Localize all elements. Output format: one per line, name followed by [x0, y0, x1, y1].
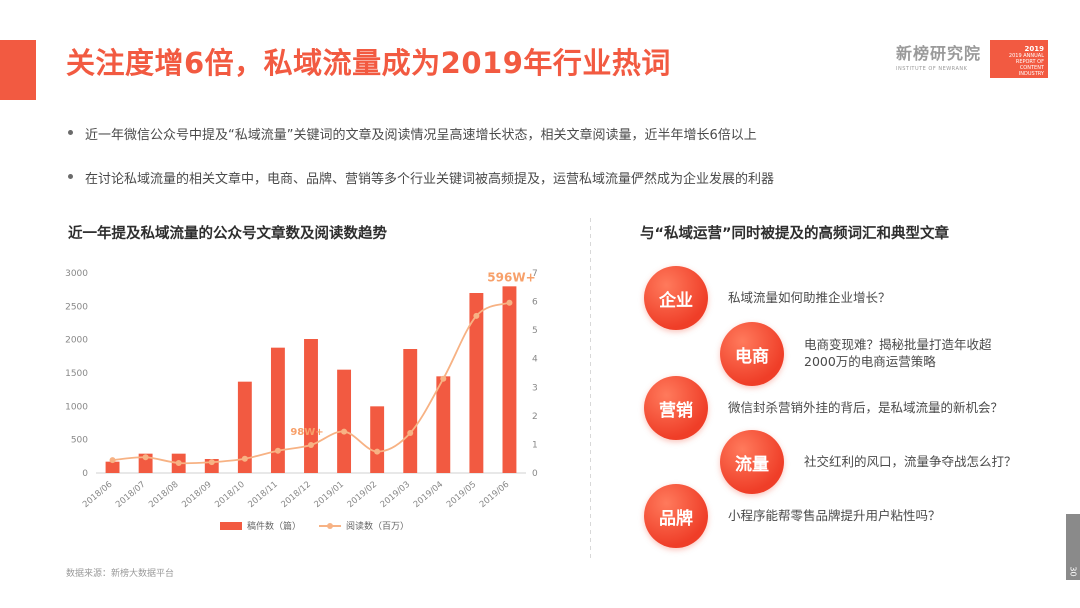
line-point — [506, 299, 513, 306]
keyword-circle-brand: 品牌 — [644, 484, 708, 548]
y-left-tick-label: 0 — [82, 469, 88, 479]
data-source: 数据来源：新榜大数据平台 — [66, 569, 175, 579]
x-tick-label: 2019/03 — [379, 480, 412, 510]
bar — [436, 376, 451, 473]
x-tick-label: 2018/06 — [81, 480, 114, 510]
keyword-circle-enterprise: 企业 — [644, 266, 708, 330]
keyword-article: 社交红利的风口，流量争夺战怎么打？ — [804, 454, 1017, 469]
y-left-tick-label: 2000 — [65, 336, 88, 346]
chart-legend: 稿件数（篇） 阅读数（百万） — [220, 519, 409, 532]
x-tick-label: 2019/01 — [313, 480, 346, 510]
bullet-dot-icon — [68, 130, 73, 135]
report-badge: 2019 2019 ANNUAL REPORT OF CONTENT INDUS… — [990, 40, 1048, 78]
keyword-article: 私域流量如何助推企业增长？ — [728, 290, 891, 305]
bullet-text: 在讨论私域流量的相关文章中，电商、品牌、营销等多个行业关键词被高频提及，运营私域… — [85, 172, 775, 187]
x-tick-label: 2019/02 — [346, 480, 379, 510]
bullet-dot-icon — [68, 174, 73, 179]
x-tick-label: 2018/11 — [246, 480, 279, 510]
keyword-article: 小程序能帮零售品牌提升用户粘性吗？ — [728, 508, 941, 523]
bullet-item: 近一年微信公众号中提及“私域流量”关键词的文章及阅读情况呈高速增长状态，相关文章… — [68, 124, 774, 168]
brand-name-en: INSTITUTE OF NEWRANK — [896, 66, 968, 72]
data-label: 98W+ — [290, 427, 323, 438]
x-tick-label: 2018/07 — [114, 480, 147, 510]
page-number: 30 — [1068, 566, 1078, 577]
legend-bar-label: 稿件数（篇） — [247, 522, 302, 532]
bar — [270, 347, 285, 473]
bullet-list: 近一年微信公众号中提及“私域流量”关键词的文章及阅读情况呈高速增长状态，相关文章… — [68, 124, 774, 212]
bar — [138, 453, 153, 473]
line-point — [374, 448, 381, 455]
y-left-tick-label: 1500 — [65, 369, 88, 379]
y-left-tick-label: 2500 — [65, 302, 88, 312]
bar — [304, 339, 318, 473]
keyword-article-line: 电商变现难？揭秘批量打造年收超 — [804, 337, 992, 352]
y-right-tick-label: 3 — [532, 383, 538, 393]
x-tick-label: 2019/06 — [478, 480, 511, 510]
section-divider — [590, 218, 591, 558]
legend-item-line: 阅读数（百万） — [319, 519, 409, 532]
y-right-tick-label: 2 — [532, 412, 538, 422]
legend-bar-swatch — [220, 521, 242, 530]
page-number-tab: 30 — [1066, 514, 1080, 580]
bar — [237, 381, 252, 473]
bar — [105, 461, 120, 473]
line-point — [473, 312, 480, 319]
bar — [469, 293, 484, 473]
bar — [403, 349, 418, 473]
keyword-article-line: 2000万的电商运营策略 — [804, 354, 936, 369]
y-left-tick-label: 1000 — [65, 402, 88, 412]
brand-name-cn: 新榜研究院 — [896, 44, 982, 63]
y-right-tick-label: 7 — [532, 269, 538, 279]
title-accent-bar — [0, 40, 36, 100]
bar — [337, 369, 352, 473]
chart-section-title: 近一年提及私域流量的公众号文章数及阅读数趋势 — [68, 226, 387, 242]
data-label: 596W+ — [487, 270, 535, 284]
keyword-circle-traffic: 流量 — [720, 430, 784, 494]
brand-logo: 新榜研究院 INSTITUTE OF NEWRANK — [896, 40, 981, 72]
bullet-item: 在讨论私域流量的相关文章中，电商、品牌、营销等多个行业关键词被高频提及，运营私域… — [68, 168, 774, 212]
legend-item-bar: 稿件数（篇） — [220, 519, 301, 532]
legend-line-swatch — [319, 522, 342, 529]
x-tick-label: 2018/10 — [213, 480, 246, 510]
keywords-section-title: 与“私域运营”同时被提及的高频词汇和典型文章 — [640, 226, 950, 242]
y-left-tick-label: 3000 — [65, 269, 88, 279]
y-right-tick-label: 1 — [532, 440, 538, 450]
bar — [502, 286, 517, 473]
x-tick-label: 2019/04 — [412, 480, 445, 510]
line-point — [440, 375, 447, 382]
x-tick-label: 2018/12 — [279, 480, 312, 510]
line-point — [241, 455, 248, 462]
x-tick-label: 2018/09 — [180, 480, 213, 510]
line-point — [109, 457, 116, 464]
y-right-tick-label: 4 — [532, 355, 538, 365]
keyword-article: 电商变现难？揭秘批量打造年收超 2000万的电商运营策略 — [804, 336, 992, 370]
line-point — [407, 430, 414, 436]
y-left-tick-label: 500 — [71, 436, 88, 446]
x-tick-label: 2018/08 — [147, 480, 180, 510]
y-right-tick-label: 5 — [532, 326, 538, 336]
line-point — [341, 428, 348, 435]
keyword-circle-ecommerce: 电商 — [720, 322, 784, 386]
line-point — [175, 460, 182, 466]
x-tick-label: 2019/05 — [445, 480, 478, 510]
bullet-text: 近一年微信公众号中提及“私域流量”关键词的文章及阅读情况呈高速增长状态，相关文章… — [85, 128, 757, 143]
y-right-tick-label: 6 — [532, 298, 538, 308]
keyword-circle-marketing: 营销 — [644, 376, 708, 440]
line-point — [208, 459, 215, 466]
legend-line-label: 阅读数（百万） — [346, 522, 410, 532]
bar — [370, 406, 385, 473]
page-title: 关注度增6倍，私域流量成为2019年行业热词 — [66, 46, 671, 80]
line-point — [274, 447, 281, 454]
y-right-tick-label: 0 — [532, 469, 538, 479]
line-point — [142, 454, 149, 461]
keyword-article: 微信封杀营销外挂的背后，是私域流量的新机会？ — [728, 400, 1004, 415]
line-point — [308, 442, 314, 448]
